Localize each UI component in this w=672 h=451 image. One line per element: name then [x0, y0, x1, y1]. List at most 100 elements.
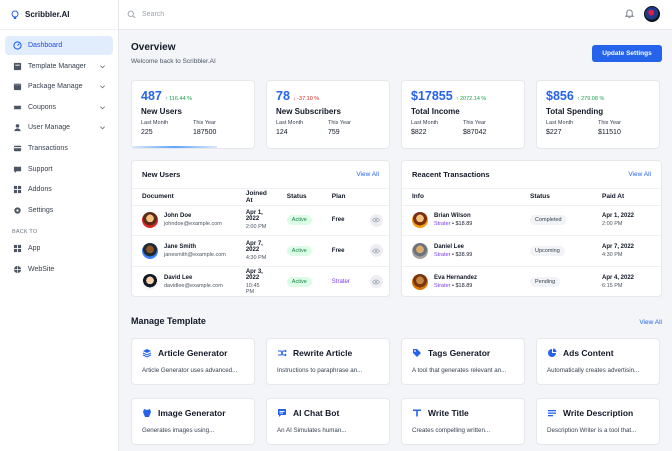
transactions-icon: [12, 143, 22, 153]
template-description: Automatically creates advertisin...: [547, 367, 640, 374]
sidebar-item-package-manage[interactable]: Package Manage: [5, 77, 113, 96]
sidebar-item-dashboard[interactable]: Dashboard: [5, 36, 113, 55]
sidebar-item-coupons[interactable]: Coupons: [5, 98, 113, 117]
customer-name: Brian Wilson: [434, 213, 471, 220]
sidebar-item-support[interactable]: Support: [5, 160, 113, 179]
plan-label: Strater: [434, 282, 451, 289]
sidebar-item-label: Settings: [28, 206, 54, 214]
template-name: Article Generator: [158, 348, 228, 358]
brand[interactable]: Scribbler.AI: [0, 0, 118, 30]
stat-period-value: 759: [328, 129, 340, 136]
stat-card-new-users: 487 ↑ 116.44 % New Users Last Month 225 Th…: [131, 80, 255, 149]
view-all-link[interactable]: View All: [639, 319, 662, 326]
template-grid: Article Generator Article Generator uses…: [131, 338, 662, 445]
sidebar-item-settings[interactable]: Settings: [5, 201, 113, 220]
eye-icon[interactable]: [369, 213, 383, 227]
template-card[interactable]: Write Description Description Writer is …: [536, 398, 660, 445]
search-input[interactable]: [142, 11, 342, 18]
joined-date: Apr 1, 2022: [245, 210, 263, 223]
template-name: Tags Generator: [428, 348, 491, 358]
sidebar-item-addons[interactable]: Addons: [5, 180, 113, 199]
template-card[interactable]: Tags Generator A tool that generates rel…: [401, 338, 525, 385]
sidebar-item-user-manage[interactable]: User Manage: [5, 118, 113, 137]
table-row[interactable]: John Doe johndoe@example.com Apr 1, 2022 2…: [132, 205, 393, 236]
template-card[interactable]: Image Generator Generates images using..…: [131, 398, 255, 445]
paid-time: 2:00 PM: [602, 221, 623, 228]
panel-header: New Users View All: [132, 161, 389, 189]
addons-icon: [12, 185, 22, 195]
joined-date: Apr 7, 2022: [245, 240, 263, 253]
transactions-table: Info Status Paid At Brian Wilson Strater …: [402, 189, 661, 297]
paid-time: 4:30 PM: [602, 251, 623, 258]
paid-date: Apr 7, 2022: [602, 243, 635, 250]
template-card[interactable]: Ads Content Automatically creates advert…: [536, 338, 660, 385]
table-row[interactable]: Daniel Lee Strater • $38.99 Upcoming Apr …: [402, 235, 661, 267]
stat-value: 78: [276, 89, 290, 103]
template-card[interactable]: AI Chat Bot An AI Simulates human...: [266, 398, 390, 445]
image-icon: [142, 408, 152, 418]
eye-icon[interactable]: [369, 275, 383, 288]
template-card[interactable]: Rewrite Article Instructions to paraphra…: [266, 338, 390, 385]
plan-label: Strater: [434, 251, 451, 258]
plan-amount: Strater • $18.89: [434, 283, 477, 289]
stat-period-value: $822: [411, 129, 427, 136]
template-description: Instructions to paraphrase an...: [277, 367, 363, 374]
amount: • $38.99: [452, 251, 473, 258]
stat-period-label: Last Month: [141, 120, 169, 126]
amount: • $18.89: [452, 282, 473, 289]
page-title: Overview: [131, 42, 176, 53]
plan-label: Strater: [434, 221, 451, 228]
shuffle-icon: [277, 348, 287, 358]
search-box: [119, 10, 342, 19]
layers-icon: [142, 348, 152, 358]
user-avatar[interactable]: [644, 6, 660, 22]
title-icon: [412, 408, 422, 418]
template-description: A tool that generates relevant an...: [412, 367, 507, 374]
coupon-icon: [12, 102, 22, 112]
chevron-down-icon: [100, 64, 105, 69]
stat-card-total-income: $17855 ↑ 2072.14 % Total Income Last Mont…: [401, 80, 525, 149]
template-name: AI Chat Bot: [293, 408, 340, 418]
stat-value: $856: [546, 89, 574, 103]
sidebar-item-app[interactable]: App: [5, 239, 113, 258]
view-all-link[interactable]: View All: [356, 171, 379, 178]
stat-change: ↑ 279.08 %: [576, 96, 605, 102]
lightbulb-logo-icon: [11, 10, 19, 19]
sidebar-item-label: Coupons: [28, 103, 57, 111]
template-description: Article Generator uses advanced...: [142, 367, 238, 374]
template-name: Rewrite Article: [293, 348, 353, 358]
top-bar: [119, 0, 672, 30]
table-row[interactable]: David Lee davidlee@example.com Apr 3, 202…: [132, 266, 393, 297]
chevron-down-icon: [100, 85, 105, 89]
view-all-link[interactable]: View All: [628, 171, 651, 178]
avatar: [142, 242, 158, 259]
sidebar-item-label: Template Manager: [28, 62, 86, 70]
plan-label: Free: [331, 217, 345, 224]
sidebar-item-transactions[interactable]: Transactions: [5, 139, 113, 158]
chat-icon: [277, 408, 287, 418]
sidebar-item-label: Package Manage: [28, 83, 83, 91]
plan-label: Strater: [331, 278, 350, 285]
sidebar-item-label: App: [28, 245, 41, 253]
gear-icon: [12, 205, 22, 215]
table-row[interactable]: Jane Smith janesmith@example.com Apr 7, 2…: [132, 235, 393, 267]
page-subtitle: Welcome back to Scribbler.AI: [131, 58, 216, 65]
sidebar-item-template-manager[interactable]: Template Manager: [5, 57, 113, 76]
template-card[interactable]: Article Generator Article Generator uses…: [131, 338, 255, 385]
joined-time: 4:30 PM: [245, 254, 267, 261]
template-card[interactable]: Write Title Creates compelling written..…: [401, 398, 525, 445]
bell-icon[interactable]: [625, 9, 634, 19]
status-badge: Pending: [530, 276, 561, 287]
joined-time: 2:00 PM: [245, 224, 267, 231]
column-header: Paid At: [592, 189, 661, 206]
update-settings-button[interactable]: Update Settings: [592, 45, 662, 62]
table-row[interactable]: Eva Hernandez Strater • $18.89 Pending Ap…: [402, 266, 661, 297]
stat-card-new-subscribers: 78 ↓ -37.10 % New Subscribers Last Month 1…: [266, 80, 390, 149]
stat-period-label: Last Month: [411, 120, 439, 126]
eye-icon[interactable]: [369, 244, 383, 258]
column-header: Info: [402, 189, 520, 206]
sidebar-item-website[interactable]: WebSite: [5, 260, 113, 279]
table-row[interactable]: Brian Wilson Strater • $18.89 Completed A…: [402, 205, 661, 236]
amount: • $18.89: [452, 221, 473, 228]
avatar: [142, 212, 158, 229]
